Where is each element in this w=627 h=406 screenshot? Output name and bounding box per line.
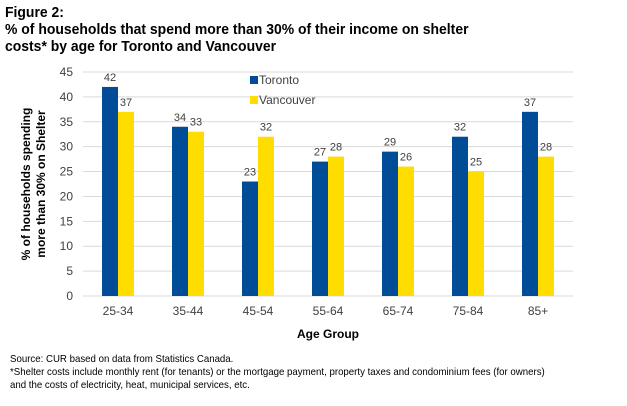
x-tick-label: 75-84: [453, 304, 484, 318]
y-tick-label: 45: [60, 65, 74, 79]
x-tick-label: 45-54: [243, 304, 274, 318]
data-label-toronto: 34: [174, 112, 186, 124]
bar-toronto: [382, 151, 398, 296]
bar-toronto: [242, 181, 258, 296]
title-line-2: costs* by age for Toronto and Vancouver: [5, 38, 277, 55]
y-tick-label: 0: [66, 289, 73, 303]
y-tick-label: 40: [60, 90, 74, 104]
figure-label: Figure 2:: [5, 4, 64, 21]
data-label-toronto: 37: [524, 97, 536, 109]
y-axis-label: % of households spending more than 30% on…: [19, 108, 48, 261]
x-tick-label: 55-64: [313, 304, 344, 318]
data-label-toronto: 23: [244, 167, 256, 179]
legend-swatch-toronto: [250, 76, 258, 84]
bars: [102, 86, 554, 296]
x-tick-label: 35-44: [173, 304, 204, 318]
y-tick-label: 25: [60, 165, 74, 179]
data-label-vancouver: 25: [470, 157, 482, 169]
shelter-cost-note: *Shelter costs include monthly rent (for…: [10, 366, 545, 378]
data-label-vancouver: 28: [330, 142, 342, 154]
source-note: Source: CUR based on data from Statistic…: [10, 353, 234, 365]
bar-toronto: [452, 136, 468, 296]
bar-vancouver: [398, 166, 414, 296]
y-tick-label: 30: [60, 140, 74, 154]
y-axis-label-line-1: % of households spending: [19, 108, 33, 261]
bar-toronto: [102, 86, 118, 296]
x-axis-ticks: 25-34 35-44 45-54 55-64 65-74 75-84 85+: [103, 304, 549, 318]
bar-vancouver: [258, 136, 274, 296]
x-tick-label: 65-74: [383, 304, 414, 318]
bar-vancouver: [468, 171, 484, 296]
data-label-vancouver: 26: [400, 152, 412, 164]
y-axis-label-group: % of households spending more than 30% on…: [19, 108, 48, 261]
data-label-vancouver: 32: [260, 122, 272, 134]
y-tick-label: 35: [60, 115, 74, 129]
title-line-1: % of households that spend more than 30%…: [5, 21, 469, 38]
x-axis-label: Age Group: [297, 327, 359, 341]
data-label-vancouver: 28: [540, 142, 552, 154]
data-labels: 42 37 34 33 23 32 27 28 29 26 32 25 37 28: [104, 72, 552, 179]
bar-toronto: [172, 126, 188, 296]
y-tick-label: 15: [60, 214, 74, 228]
footer-notes: Source: CUR based on data from Statistic…: [10, 353, 545, 392]
y-tick-label: 5: [66, 264, 73, 278]
x-tick-label: 85+: [528, 304, 548, 318]
y-tick-label: 10: [60, 239, 74, 253]
y-axis-label-line-2: more than 30% on Shelter: [34, 110, 48, 258]
x-tick-label: 25-34: [103, 304, 134, 318]
legend-swatch-vancouver: [250, 96, 258, 104]
bar-vancouver: [538, 156, 554, 296]
data-label-vancouver: 37: [120, 97, 132, 109]
data-label-toronto: 27: [314, 147, 326, 159]
chart-title: Figure 2: % of households that spend mor…: [5, 4, 469, 55]
data-label-toronto: 32: [454, 122, 466, 134]
data-label-toronto: 29: [384, 137, 396, 149]
shelter-cost-note-cont: and the costs of electricity, heat, muni…: [10, 379, 250, 391]
legend-label-vancouver: Vancouver: [259, 93, 315, 107]
legend-label-toronto: Toronto: [259, 73, 299, 87]
data-label-toronto: 42: [104, 72, 116, 84]
bar-vancouver: [118, 111, 134, 296]
legend: Toronto Vancouver: [250, 73, 315, 107]
bar-toronto: [312, 161, 328, 296]
y-axis-ticks: 0 5 10 15 20 25 30 35 40 45: [60, 65, 74, 303]
bar-vancouver: [328, 156, 344, 296]
data-label-vancouver: 33: [190, 117, 202, 129]
bar-vancouver: [188, 131, 204, 296]
y-tick-label: 20: [60, 189, 74, 203]
bar-toronto: [522, 111, 538, 296]
